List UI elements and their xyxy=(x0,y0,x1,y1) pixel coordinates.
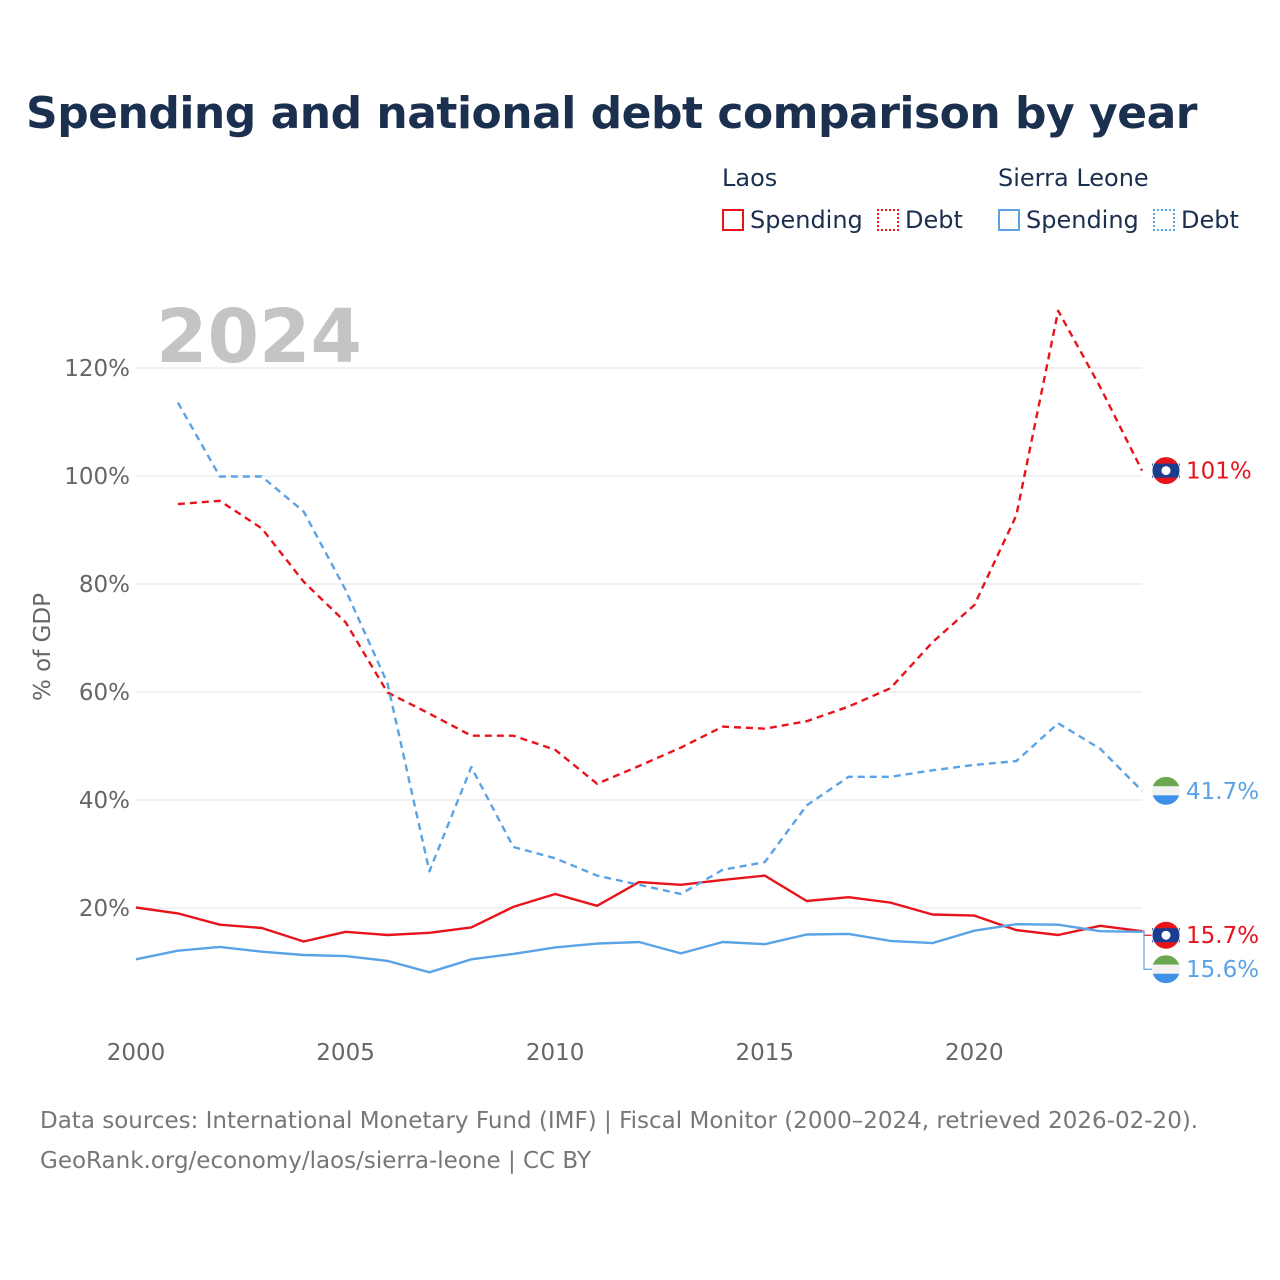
connector-sierra-leone-spending xyxy=(1142,931,1152,970)
x-tick-label: 2015 xyxy=(735,1040,794,1066)
y-tick-label: 80% xyxy=(79,572,130,598)
end-label-connectors xyxy=(1142,930,1152,970)
grid-lines xyxy=(136,367,1142,909)
year-watermark: 2024 xyxy=(156,294,362,380)
legend-group-sierra-leone-title: Sierra Leone xyxy=(998,164,1149,192)
flag-blue-band xyxy=(1152,973,1180,984)
flag-outline xyxy=(1151,920,1181,950)
end-markers xyxy=(1151,456,1181,984)
series-line-laos-debt xyxy=(177,309,1144,785)
series-line-sierra-leone-debt xyxy=(176,402,1143,896)
x-tick-label: 2000 xyxy=(107,1040,166,1066)
chart-title: Spending and national debt comparison by… xyxy=(26,88,1197,139)
sierra-leone-spending-flag-marker xyxy=(1152,955,1180,984)
legend-label: Debt xyxy=(1181,206,1239,234)
legend-label: Spending xyxy=(750,206,863,234)
legend-swatch-laos-debt xyxy=(877,209,899,231)
legend-item-sierra-leone-spending[interactable]: Spending xyxy=(998,206,1139,234)
flag-white-band xyxy=(1152,964,1180,974)
end-label-sierra-leone-spending: 15.6% xyxy=(1186,957,1259,983)
flag-white-disc xyxy=(1161,466,1171,476)
x-tick-label: 2010 xyxy=(526,1040,585,1066)
y-tick-label: 100% xyxy=(64,464,130,490)
legend-swatch-laos-spending xyxy=(722,209,744,231)
y-tick-label: 60% xyxy=(79,680,130,706)
series-line-sierra-leone-spending xyxy=(135,923,1143,974)
legend-item-laos-debt[interactable]: Debt xyxy=(877,206,963,234)
legend-group-laos-title: Laos xyxy=(722,164,778,192)
flag-green-band xyxy=(1152,955,1180,965)
x-tick-label: 2005 xyxy=(316,1040,375,1066)
flag-blue-band xyxy=(1152,795,1180,805)
y-tick-label: 40% xyxy=(79,788,130,814)
footer-credit: GeoRank.org/economy/laos/sierra-leone | … xyxy=(40,1148,592,1174)
y-tick-label: 20% xyxy=(79,896,130,922)
legend-label: Debt xyxy=(905,206,963,234)
end-label-laos-debt: 101% xyxy=(1186,459,1252,485)
flag-white-disc xyxy=(1161,930,1171,940)
legend-item-laos-spending[interactable]: Spending xyxy=(722,206,863,234)
legend-item-sierra-leone-debt[interactable]: Debt xyxy=(1153,206,1239,234)
laos-debt-flag-marker xyxy=(1151,456,1181,486)
legend-swatch-sierra-leone-spending xyxy=(998,209,1020,231)
x-tick-label: 2020 xyxy=(945,1040,1004,1066)
y-tick-label: 120% xyxy=(64,356,130,382)
legend-label: Spending xyxy=(1026,206,1139,234)
legend-swatch-sierra-leone-debt xyxy=(1153,209,1175,231)
sierra-leone-debt-flag-marker xyxy=(1152,776,1180,805)
laos-spending-flag-marker xyxy=(1151,920,1181,950)
y-axis-ticks: 20% 40% 60% 80% 100% 120% xyxy=(64,356,130,922)
end-label-sierra-leone-debt: 41.7% xyxy=(1186,779,1259,805)
y-axis-label: % of GDP xyxy=(30,593,56,701)
flag-white-band xyxy=(1152,786,1180,796)
x-axis-ticks: 2000 2005 2010 2015 2020 xyxy=(107,1040,1004,1066)
flag-green-band xyxy=(1152,776,1180,787)
end-label-laos-spending: 15.7% xyxy=(1186,923,1259,949)
flag-outline xyxy=(1151,456,1181,486)
series-line-laos-spending xyxy=(135,874,1143,943)
footer-sources: Data sources: International Monetary Fun… xyxy=(40,1108,1199,1134)
series-lines xyxy=(135,309,1144,974)
